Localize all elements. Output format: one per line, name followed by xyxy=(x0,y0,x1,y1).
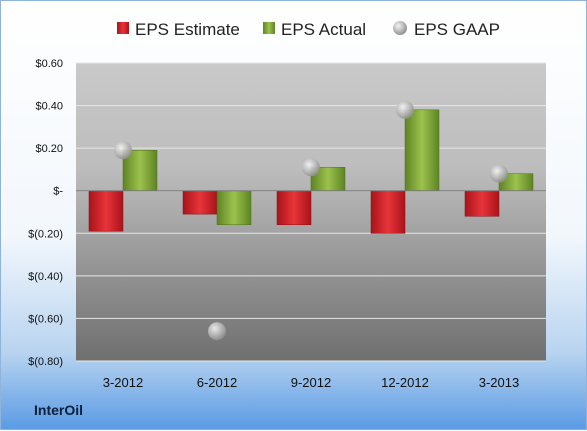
bar-eps-estimate-12-2012 xyxy=(370,190,406,234)
legend-swatch-eps-gaap xyxy=(393,21,407,35)
y-tick-label: $(0.20) xyxy=(28,228,63,240)
x-category-label: 3-2013 xyxy=(479,375,519,390)
bars xyxy=(88,109,534,234)
x-category-label: 3-2012 xyxy=(103,375,143,390)
point-eps-gaap-6-2012 xyxy=(208,322,226,341)
point-eps-gaap-12-2012 xyxy=(396,100,414,119)
x-axis-categories: 3-2012 6-2012 9-2012 12-2012 3-2013 xyxy=(103,375,519,390)
y-tick-label: $0.20 xyxy=(35,143,63,155)
gaap-points xyxy=(114,100,508,341)
legend-label-eps-actual: EPS Actual xyxy=(281,20,366,39)
bar-eps-actual-6-2012 xyxy=(216,190,252,226)
legend-swatch-eps-actual xyxy=(263,22,275,34)
legend-item-eps-estimate: EPS Estimate xyxy=(117,20,240,39)
y-tick-label: $0.60 xyxy=(35,58,63,70)
bar-eps-estimate-3-2013 xyxy=(464,190,500,217)
y-axis-ticks: $0.60 $0.40 $0.20 $- $(0.20) $(0.40) $(0.60) $(… xyxy=(28,58,63,368)
y-tick-label: $(0.80) xyxy=(28,356,63,368)
legend-label-eps-estimate: EPS Estimate xyxy=(135,20,240,39)
point-eps-gaap-3-2012 xyxy=(114,141,132,160)
y-tick-label: $- xyxy=(53,186,63,198)
legend: EPS Estimate EPS Actual EPS GAAP xyxy=(117,20,500,39)
bar-eps-estimate-6-2012 xyxy=(182,190,218,215)
legend-item-eps-actual: EPS Actual xyxy=(263,20,366,39)
bar-eps-actual-12-2012 xyxy=(404,109,440,191)
point-eps-gaap-9-2012 xyxy=(302,158,320,177)
point-eps-gaap-3-2013 xyxy=(490,164,508,183)
bar-eps-estimate-3-2012 xyxy=(88,190,124,232)
y-tick-label: $0.40 xyxy=(35,101,63,113)
x-category-label: 9-2012 xyxy=(291,375,331,390)
x-category-label: 12-2012 xyxy=(381,375,429,390)
legend-label-eps-gaap: EPS GAAP xyxy=(414,20,500,39)
y-tick-label: $(0.40) xyxy=(28,271,63,283)
x-category-label: 6-2012 xyxy=(197,375,237,390)
y-tick-label: $(0.60) xyxy=(28,313,63,325)
bar-eps-estimate-9-2012 xyxy=(276,190,312,226)
legend-swatch-eps-estimate xyxy=(117,22,129,34)
company-name: InterOil xyxy=(34,402,84,418)
legend-item-eps-gaap: EPS GAAP xyxy=(393,20,500,39)
